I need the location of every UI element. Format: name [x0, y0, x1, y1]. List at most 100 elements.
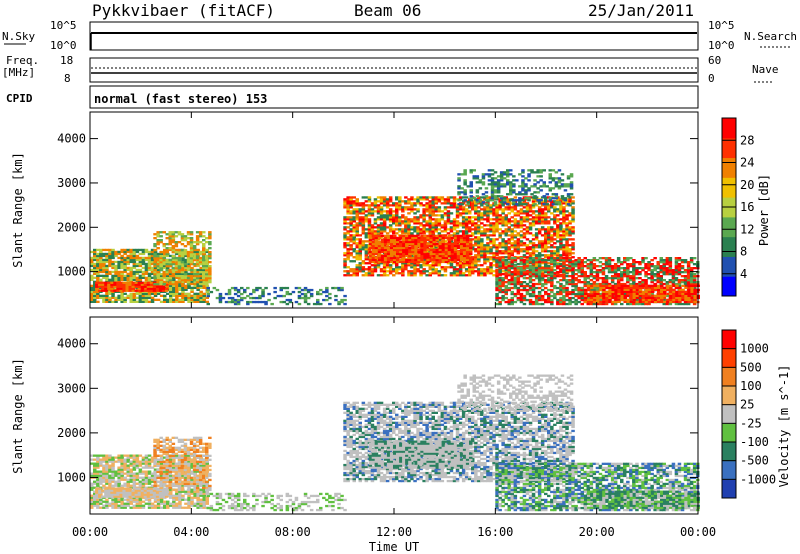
- data-cell: [144, 296, 149, 299]
- data-cell: [105, 298, 109, 301]
- data-cell: [168, 277, 172, 280]
- data-cell: [568, 214, 572, 217]
- data-cell: [452, 268, 457, 271]
- data-cell: [114, 266, 118, 270]
- data-cell: [155, 285, 160, 288]
- data-cell: [383, 250, 388, 254]
- data-cell: [419, 222, 423, 225]
- data-cell: [425, 202, 429, 205]
- data-cell: [425, 228, 429, 231]
- data-cell: [527, 175, 531, 178]
- data-cell: [352, 270, 356, 273]
- data-cell: [607, 263, 612, 266]
- data-cell: [504, 246, 508, 249]
- data-cell: [474, 222, 478, 225]
- data-cell: [420, 260, 424, 264]
- data-cell: [540, 208, 545, 211]
- data-cell: [407, 224, 411, 227]
- data-cell: [495, 230, 499, 233]
- data-cell: [556, 248, 560, 251]
- data-cell: [571, 263, 575, 266]
- data-cell: [565, 224, 569, 227]
- data-cell: [128, 281, 132, 284]
- data-cell: [425, 256, 429, 259]
- data-cell: [122, 287, 126, 290]
- data-cell: [144, 250, 149, 254]
- data-cell: [509, 173, 513, 176]
- data-cell: [565, 250, 569, 253]
- data-cell: [607, 277, 612, 280]
- data-cell: [469, 256, 473, 260]
- data-cell: [474, 266, 478, 269]
- data-cell: [559, 208, 563, 211]
- data-cell: [496, 191, 501, 194]
- data-cell: [420, 248, 424, 252]
- data-cell: [516, 292, 521, 296]
- data-cell: [171, 269, 176, 272]
- data-cell: [531, 218, 536, 221]
- data-cell: [153, 271, 157, 274]
- data-cell: [586, 263, 590, 266]
- data-cell: [171, 273, 176, 276]
- data-cell: [104, 285, 108, 288]
- data-cell: [510, 216, 514, 219]
- data-cell: [371, 240, 376, 244]
- data-cell: [562, 230, 566, 233]
- data-cell: [506, 175, 510, 178]
- data-cell: [507, 254, 511, 257]
- data-cell: [224, 300, 229, 304]
- data-cell: [93, 282, 97, 285]
- data-cell: [540, 234, 545, 237]
- data-cell: [531, 254, 536, 257]
- data-cell: [577, 288, 581, 292]
- data-cell: [405, 246, 409, 250]
- data-cell: [607, 259, 612, 262]
- data-cell: [386, 260, 391, 264]
- data-cell: [441, 252, 446, 256]
- data-cell: [411, 252, 415, 256]
- data-cell: [368, 252, 373, 256]
- data-cell: [462, 248, 467, 252]
- data-cell: [495, 214, 499, 217]
- data-cell: [393, 252, 397, 256]
- data-cell: [492, 242, 496, 245]
- data-cell: [583, 282, 587, 286]
- data-cell: [449, 204, 454, 207]
- radar-title: Pykkvibaer (fitACF): [92, 1, 275, 20]
- data-cell: [550, 288, 554, 292]
- data-cell: [123, 250, 127, 254]
- data-cell: [452, 232, 457, 235]
- data-cell: [376, 264, 381, 267]
- data-cell: [414, 258, 418, 262]
- data-cell: [528, 273, 533, 276]
- data-cell: [150, 276, 155, 279]
- data-cell: [431, 196, 435, 199]
- data-cell: [144, 272, 149, 275]
- data-cell: [438, 250, 443, 254]
- data-cell: [498, 263, 502, 266]
- data-cell: [110, 281, 114, 284]
- data-cell: [534, 228, 539, 231]
- data-cell: [513, 224, 518, 227]
- data-cell: [483, 250, 487, 253]
- data-cell: [132, 274, 137, 277]
- data-cell: [455, 206, 460, 209]
- data-cell: [411, 250, 415, 254]
- data-cell: [355, 204, 359, 207]
- data-cell: [504, 263, 508, 266]
- data-cell: [208, 261, 212, 264]
- data-cell: [367, 232, 372, 235]
- data-cell: [568, 259, 572, 262]
- data-cell: [355, 214, 359, 217]
- data-cell: [565, 257, 569, 260]
- data-cell: [516, 220, 521, 223]
- data-cell: [499, 175, 504, 178]
- data-cell: [550, 290, 554, 294]
- data-cell: [458, 224, 463, 227]
- data-cell: [105, 266, 109, 270]
- data-cell: [367, 212, 372, 215]
- data-cell: [364, 248, 369, 251]
- data-cell: [156, 241, 160, 244]
- data-cell: [469, 242, 473, 246]
- data-cell: [477, 214, 481, 217]
